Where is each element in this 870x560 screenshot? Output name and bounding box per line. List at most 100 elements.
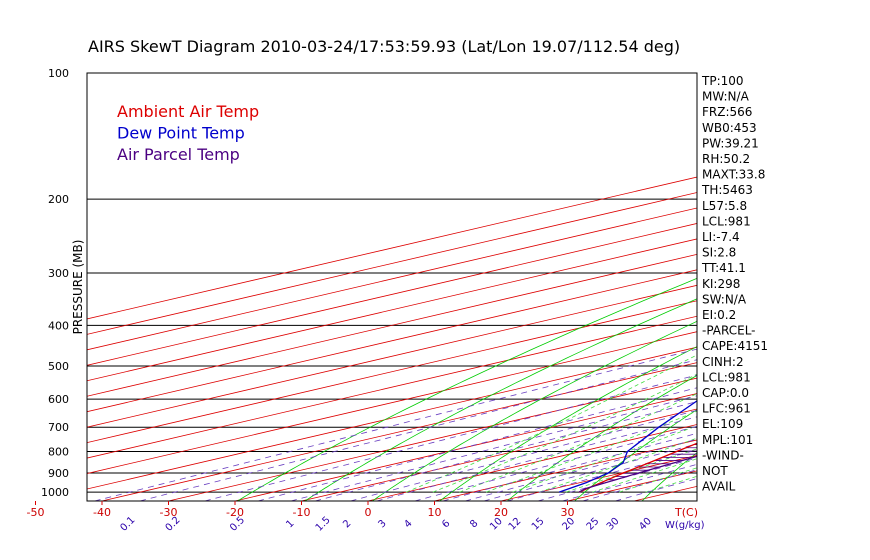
- isotherm-line: [234, 393, 697, 501]
- pressure-tick-label: 700: [48, 421, 69, 434]
- chart-title: AIRS SkewT Diagram 2010-03-24/17:53:59.9…: [88, 37, 680, 56]
- stability-index: MPL:101: [702, 433, 753, 447]
- stability-index: FRZ:566: [702, 105, 752, 119]
- stability-index: TP:100: [701, 74, 744, 88]
- pressure-tick-label: 200: [48, 193, 69, 206]
- stability-index: SI:2.8: [702, 246, 736, 260]
- bottom-temp-tick-label: 10: [428, 506, 442, 519]
- mixing-ratio-line: [290, 395, 697, 501]
- bottom-temp-tick-label: -40: [93, 506, 111, 519]
- isotherm-line: [87, 346, 697, 490]
- mixing-ratio-tick-label: 15: [530, 516, 547, 533]
- pressure-tick-label: 600: [48, 393, 69, 406]
- isotherm-line: [301, 408, 697, 501]
- mixing-ratio-line: [94, 348, 697, 501]
- moist-adiabat-line: [432, 373, 697, 493]
- dry-adiabat-line: [844, 73, 870, 501]
- stability-index: NOT: [702, 464, 728, 478]
- grid-lines: [87, 73, 870, 501]
- pressure-tick-label: 800: [48, 446, 69, 459]
- stability-index: TT:41.1: [701, 261, 746, 275]
- isotherm-line: [87, 253, 697, 397]
- mixing-ratio-tick-label: 2: [341, 518, 353, 530]
- isotherm-line: [87, 223, 697, 366]
- moist-adiabat-line: [485, 410, 697, 493]
- legend: Ambient Air Temp Dew Point Temp Air Parcel…: [117, 102, 259, 164]
- isotherm-line: [87, 238, 697, 382]
- mixing-ratio-tick-label: 40: [637, 516, 654, 533]
- bottom-temp-tick-label: -50: [27, 506, 45, 519]
- mixing-ratio-tick-label: 0.1: [118, 515, 137, 534]
- bottom-temp-tick-label: -20: [226, 506, 244, 519]
- bottom-temp-tick-label: -10: [293, 506, 311, 519]
- isotherm-line: [87, 176, 697, 320]
- mixing-ratio-line: [414, 425, 697, 501]
- stability-index: CAP:0.0: [702, 386, 749, 400]
- mixing-ratio-line: [257, 387, 697, 501]
- bottom-temp-tick-label: 0: [365, 506, 372, 519]
- mixing-ratio-tick-label: 30: [605, 516, 622, 533]
- isotherm-line: [87, 269, 697, 413]
- dry-adiabat-line: [304, 298, 697, 501]
- pressure-tick-label: 100: [48, 67, 69, 80]
- stability-index: -PARCEL-: [702, 324, 756, 338]
- pressure-tick-label: 400: [48, 319, 69, 332]
- legend-entry: Ambient Air Temp: [117, 102, 259, 121]
- isotherm-line: [87, 315, 697, 459]
- mixing-ratio-line: [442, 432, 697, 501]
- legend-entry: Air Parcel Temp: [117, 145, 240, 164]
- stability-index: CINH:2: [702, 355, 744, 369]
- stability-index: KI:298: [702, 277, 740, 291]
- stability-index: EI:0.2: [702, 308, 736, 322]
- stability-index: LFC:961: [702, 402, 751, 416]
- pressure-tick-label: 500: [48, 360, 69, 373]
- sounding-curves: [558, 400, 697, 493]
- dry-adiabat-line: [439, 346, 697, 501]
- stability-index: MW:N/A: [702, 90, 750, 104]
- dew-point-line: [558, 400, 697, 493]
- dry-adiabat-line: [237, 277, 697, 501]
- isotherm-line: [367, 424, 697, 501]
- stability-index: LCL:981: [702, 370, 751, 384]
- stability-index: EL:109: [702, 417, 743, 431]
- bottom-temp-tick-label: 20: [494, 506, 508, 519]
- moist-adiabat-line: [565, 448, 697, 493]
- stability-index: L57:5.8: [702, 199, 747, 213]
- stability-index: RH:50.2: [702, 152, 750, 166]
- mixing-ratio-tick-label: 3: [376, 518, 388, 530]
- mixing-ratio-tick-label: 6: [440, 518, 452, 530]
- mixing-ratio-tick-label: 8: [468, 518, 480, 530]
- plot-frame: [86, 72, 698, 502]
- parcel-temp-line: [578, 455, 697, 493]
- mixing-ratio-line: [464, 438, 697, 501]
- isotherm-line: [87, 192, 697, 335]
- mixing-ratio-line: [139, 359, 697, 501]
- mixing-ratio-tick-label: 12: [507, 516, 524, 533]
- isotherm-line: [87, 284, 697, 428]
- stability-index: LCL:981: [702, 214, 751, 228]
- mixing-ratio-tick-label: 1.5: [314, 515, 333, 534]
- dry-adiabat-line: [372, 320, 697, 501]
- ambient-temp-line: [578, 442, 697, 493]
- stability-index: TH:5463: [701, 183, 753, 197]
- y-axis-label: PRESSURE (MB): [71, 240, 85, 335]
- stability-index: MAXT:33.8: [702, 168, 765, 182]
- pressure-tick-label: 900: [48, 467, 69, 480]
- bottom-temp-tick-label: -30: [160, 506, 178, 519]
- mixing-ratio-line: [350, 409, 697, 501]
- stability-index: -WIND-: [702, 448, 744, 462]
- stability-index: WB0:453: [702, 121, 757, 135]
- mixing-ratio-unit-label: W(g/kg): [665, 520, 705, 531]
- isotherm-line: [87, 207, 697, 351]
- mixing-ratio-line: [204, 374, 697, 501]
- stability-index: LI:-7.4: [702, 230, 740, 244]
- isotherm-line: [101, 362, 697, 501]
- stability-index: AVAIL: [702, 480, 736, 494]
- mixing-ratio-tick-label: 25: [585, 516, 602, 533]
- moist-adiabat-line: [512, 425, 697, 493]
- stability-index: PW:39.21: [702, 136, 759, 150]
- mixing-ratio-line: [315, 401, 697, 501]
- bottom-temp-tick-label: 30: [561, 506, 575, 519]
- dry-adiabat-line: [506, 374, 697, 501]
